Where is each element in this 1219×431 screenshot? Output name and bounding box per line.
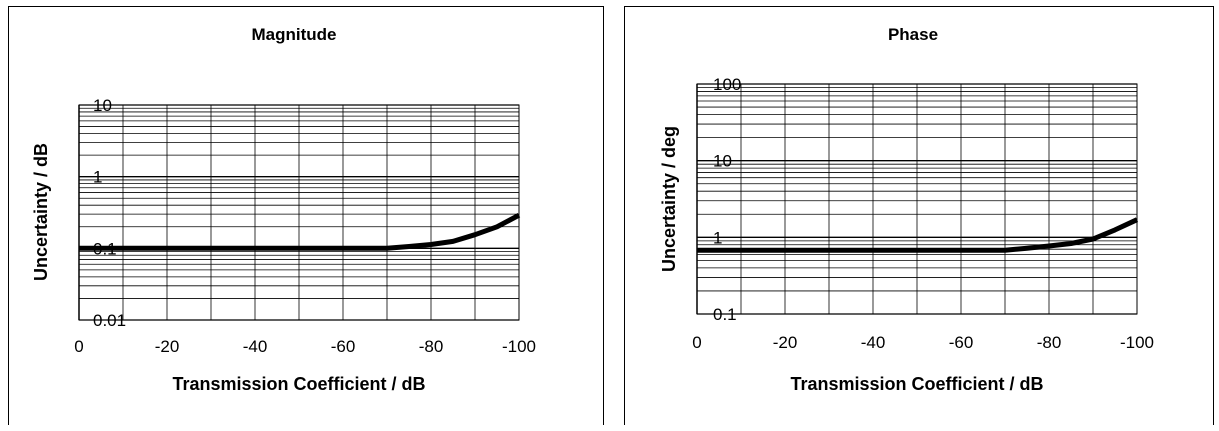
series-line xyxy=(79,212,521,251)
data-point xyxy=(386,247,388,249)
data-point xyxy=(1136,219,1138,221)
x-tick-label: 0 xyxy=(692,333,701,352)
data-point xyxy=(166,247,168,249)
data-point xyxy=(342,247,344,249)
data-point xyxy=(122,247,124,249)
data-point xyxy=(828,249,830,251)
data-point xyxy=(430,244,432,246)
data-point xyxy=(1092,238,1094,240)
data-point xyxy=(408,246,410,248)
data-point xyxy=(916,249,918,251)
y-tick-label: 10 xyxy=(713,152,732,171)
x-tick-label: -100 xyxy=(1120,333,1154,352)
x-tick-label: -100 xyxy=(502,337,536,356)
x-tick-label: -40 xyxy=(861,333,886,352)
data-point xyxy=(298,247,300,249)
y-axis-title: Uncertainty / deg xyxy=(659,126,679,272)
phase-chart-panel: 100 10 1 0.1 0 -20 -40 -60 -80 -100 Phase Transmiss… xyxy=(624,6,1214,425)
y-tick-label: 100 xyxy=(713,75,741,94)
data-point xyxy=(872,249,874,251)
x-tick-label: -80 xyxy=(419,337,444,356)
data-point xyxy=(210,247,212,249)
series-line xyxy=(697,217,1139,253)
data-point xyxy=(496,226,498,228)
x-tick-label: -60 xyxy=(331,337,356,356)
x-tick-label: -60 xyxy=(949,333,974,352)
chart-title: Magnitude xyxy=(252,25,337,44)
x-tick-label: -80 xyxy=(1037,333,1062,352)
data-point xyxy=(740,249,742,251)
y-axis-title: Uncertainty / dB xyxy=(31,143,51,281)
data-point xyxy=(254,247,256,249)
data-point xyxy=(1070,243,1072,245)
data-point xyxy=(78,247,80,249)
data-point xyxy=(784,249,786,251)
magnitude-chart-panel: 10 1 0.1 0.01 0 -20 -40 -60 -80 -100 Magnitude Tran… xyxy=(8,6,604,425)
y-tick-label: 1 xyxy=(93,168,102,187)
x-axis-title: Transmission Coefficient / dB xyxy=(172,374,425,394)
data-point xyxy=(1026,247,1028,249)
y-tick-label: 0.01 xyxy=(93,311,126,330)
chart-title: Phase xyxy=(888,25,938,44)
phase-chart: 100 10 1 0.1 0 -20 -40 -60 -80 -100 Phase Transmiss… xyxy=(659,25,1154,394)
data-point xyxy=(474,234,476,236)
y-tick-label: 0.1 xyxy=(713,305,737,324)
data-point xyxy=(1114,229,1116,231)
x-axis-title: Transmission Coefficient / dB xyxy=(790,374,1043,394)
y-tick-label: 10 xyxy=(93,96,112,115)
data-point xyxy=(1004,249,1006,251)
data-point xyxy=(518,214,520,216)
data-point xyxy=(960,249,962,251)
y-tick-label: 1 xyxy=(713,228,722,247)
x-tick-label: -40 xyxy=(243,337,268,356)
data-point xyxy=(696,249,698,251)
x-tick-label: 0 xyxy=(74,337,83,356)
x-tick-label: -20 xyxy=(773,333,798,352)
data-point xyxy=(1048,245,1050,247)
x-tick-label: -20 xyxy=(155,337,180,356)
data-point xyxy=(452,240,454,242)
